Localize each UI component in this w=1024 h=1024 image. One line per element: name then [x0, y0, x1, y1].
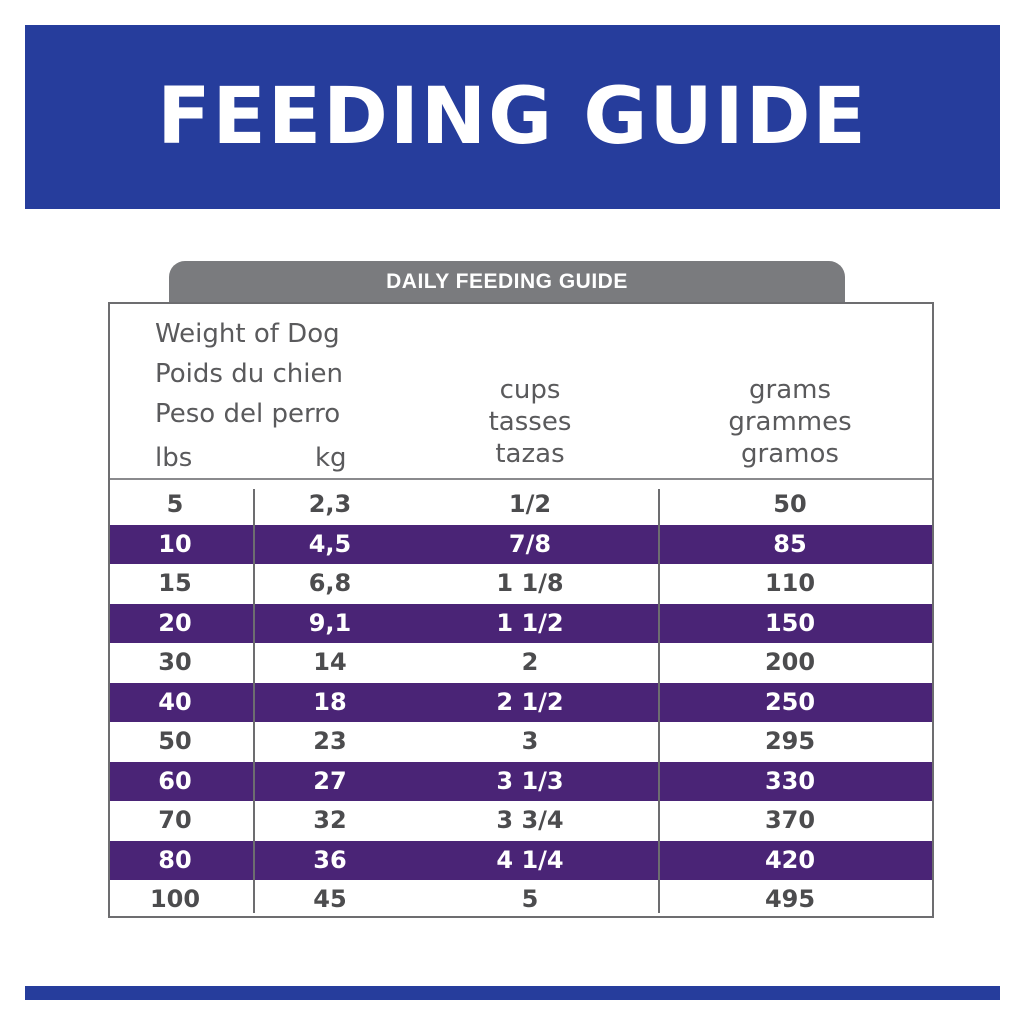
feeding-table: Weight of Dog Poids du chien Peso del pe…	[108, 302, 934, 918]
cups-header-es: tazas	[495, 439, 565, 469]
footer-bar	[25, 986, 1000, 1000]
grams-header-en: grams	[749, 375, 831, 405]
table-row: 60 27 3 1/3 330	[110, 761, 932, 801]
lbs-cell: 50	[158, 727, 192, 755]
kg-cell: 27	[313, 766, 347, 795]
kg-cell: 14	[313, 648, 347, 676]
cups-cell: 5	[521, 885, 539, 913]
table-title-tab: DAILY FEEDING GUIDE	[169, 261, 845, 303]
grams-cell: 85	[773, 529, 807, 558]
kg-cell: 18	[313, 687, 347, 716]
grams-cell: 370	[764, 806, 816, 834]
header-divider	[110, 478, 932, 480]
lbs-cell: 100	[149, 885, 201, 913]
lbs-cell: 30	[158, 648, 192, 676]
cups-cell: 3 3/4	[496, 806, 564, 834]
grams-cell: 495	[764, 885, 816, 913]
kg-cell: 4,5	[308, 529, 352, 558]
table-row: 50 23 3 295	[110, 722, 932, 762]
table-row: 80 36 4 1/4 420	[110, 840, 932, 880]
table-row: 30 14 2 200	[110, 643, 932, 683]
grams-cell: 295	[764, 727, 816, 755]
page-title: FEEDING GUIDE	[157, 72, 868, 162]
grams-cell: 330	[764, 766, 816, 795]
table-row: 15 6,8 1 1/8 110	[110, 564, 932, 604]
cups-header: cups tasses tazas	[450, 374, 610, 470]
cups-cell: 1/2	[508, 490, 552, 518]
cups-cell: 3	[521, 727, 539, 755]
table-row: 10 4,5 7/8 85	[110, 524, 932, 564]
cups-cell: 1 1/8	[496, 569, 564, 597]
table-title: DAILY FEEDING GUIDE	[386, 270, 628, 293]
kg-cell: 2,3	[308, 490, 352, 518]
kg-cell: 23	[313, 727, 347, 755]
grams-cell: 50	[773, 490, 807, 518]
grams-cell: 420	[764, 845, 816, 874]
lbs-cell: 10	[158, 529, 192, 558]
cups-cell: 2 1/2	[496, 687, 564, 716]
table-row: 20 9,1 1 1/2 150	[110, 603, 932, 643]
cups-cell: 7/8	[508, 529, 552, 558]
table-row: 5 2,3 1/2 50	[110, 485, 932, 525]
grams-cell: 250	[764, 687, 816, 716]
column-divider-cups	[658, 489, 660, 913]
cups-header-en: cups	[499, 375, 561, 405]
kg-cell: 45	[313, 885, 347, 913]
grams-cell: 110	[764, 569, 816, 597]
grams-cell: 200	[764, 648, 816, 676]
weight-header-es: Peso del perro	[155, 399, 341, 429]
cups-cell: 1 1/2	[496, 608, 564, 637]
table-row: 100 45 5 495	[110, 880, 932, 920]
weight-header: Weight of Dog Poids du chien Peso del pe…	[155, 314, 343, 434]
kg-cell: 6,8	[308, 569, 352, 597]
weight-header-en: Weight of Dog	[155, 319, 340, 349]
lbs-cell: 40	[158, 687, 192, 716]
cups-header-fr: tasses	[488, 407, 572, 437]
table-row: 40 18 2 1/2 250	[110, 682, 932, 722]
cups-cell: 3 1/3	[496, 766, 564, 795]
grams-header-es: gramos	[741, 439, 839, 469]
kg-cell: 32	[313, 806, 347, 834]
lbs-cell: 20	[158, 608, 192, 637]
lbs-cell: 70	[158, 806, 192, 834]
lbs-cell: 15	[158, 569, 192, 597]
lbs-header: lbs	[155, 443, 193, 473]
kg-header: kg	[315, 443, 347, 473]
lbs-cell: 60	[158, 766, 192, 795]
grams-header: grams grammes gramos	[685, 374, 895, 470]
lbs-cell: 5	[166, 490, 184, 518]
column-divider-weight	[253, 489, 255, 913]
grams-header-fr: grammes	[728, 407, 852, 437]
weight-header-fr: Poids du chien	[155, 359, 343, 389]
kg-cell: 36	[313, 845, 347, 874]
cups-cell: 2	[521, 648, 539, 676]
kg-cell: 9,1	[308, 608, 352, 637]
cups-cell: 4 1/4	[496, 845, 564, 874]
header-banner: FEEDING GUIDE	[25, 25, 1000, 209]
lbs-cell: 80	[158, 845, 192, 874]
grams-cell: 150	[764, 608, 816, 637]
table-row: 70 32 3 3/4 370	[110, 801, 932, 841]
